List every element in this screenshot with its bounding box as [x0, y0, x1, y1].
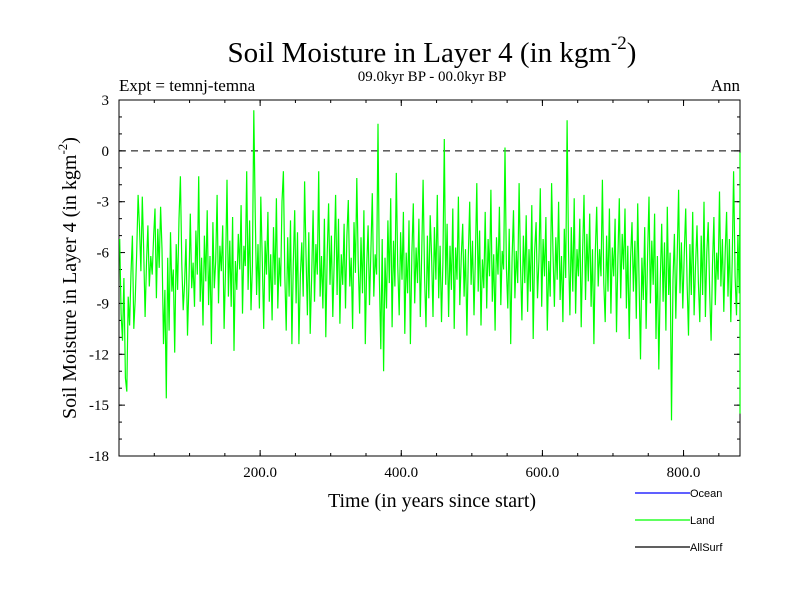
y-tick-label: 3: [102, 93, 110, 109]
chart-subtitle: 09.0kyr BP - 00.0kyr BP: [358, 69, 507, 85]
y-axis-label: Soil Moisture in Layer 4 (in kgm-2): [55, 137, 81, 419]
y-tick-label: 0: [102, 144, 110, 160]
y-tick-label: -3: [97, 195, 110, 211]
legend-ocean-label: Ocean: [690, 488, 722, 500]
legend-allsurf-label: AllSurf: [690, 542, 723, 554]
y-tick-label: -18: [89, 449, 109, 465]
x-tick-label: 600.0: [526, 465, 560, 481]
y-tick-label: -12: [89, 347, 109, 363]
y-tick-labels: 3 0 -3 -6 -9 -12 -15 -18: [89, 93, 109, 465]
chart-title-superscript: -2: [611, 33, 627, 54]
y-axis-label-close: ): [59, 137, 81, 144]
season-label: Ann: [711, 76, 741, 95]
series-line-land: [119, 110, 741, 421]
y-tick-label: -9: [97, 296, 110, 312]
chart-title-text: Soil Moisture in Layer 4 (in kgm: [228, 37, 612, 69]
legend-land-label: Land: [690, 515, 714, 527]
x-tick-label: 200.0: [243, 465, 277, 481]
y-axis-label-text: Soil Moisture in Layer 4 (in kgm: [59, 154, 81, 419]
experiment-label: Expt = temnj-temna: [119, 76, 256, 95]
legend: Ocean Land AllSurf: [635, 488, 723, 554]
y-tick-label: -6: [97, 246, 110, 262]
x-tick-label: 800.0: [667, 465, 701, 481]
y-axis-label-superscript: -2: [55, 144, 70, 155]
chart-title: Soil Moisture in Layer 4 (in kgm-2): [228, 33, 637, 69]
x-axis-label: Time (in years since start): [328, 490, 536, 512]
y-tick-label: -15: [89, 398, 109, 414]
x-tick-label: 400.0: [384, 465, 418, 481]
x-tick-labels: 200.0 400.0 600.0 800.0: [243, 465, 700, 481]
chart-title-close: ): [627, 37, 637, 69]
